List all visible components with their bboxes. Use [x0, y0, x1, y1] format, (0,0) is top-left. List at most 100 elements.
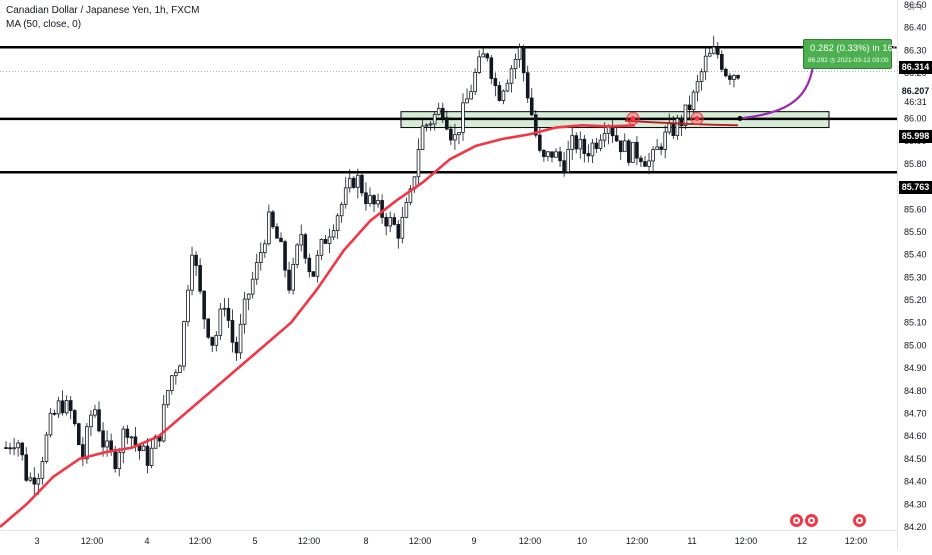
candle-up — [404, 202, 409, 218]
candle-up — [509, 68, 514, 84]
candle-up — [149, 447, 154, 466]
candle-up — [267, 211, 271, 245]
y-tick-label: 84.70 — [904, 409, 927, 419]
candle-up — [178, 365, 182, 373]
candle-down — [32, 477, 37, 485]
candle-down — [586, 153, 591, 157]
candle-down — [303, 234, 308, 259]
candle-up — [93, 409, 97, 416]
candle-up — [602, 133, 607, 141]
candle-up — [408, 188, 413, 203]
indicator-label[interactable]: MA (50, close, 0) — [6, 19, 82, 30]
candle-down — [582, 138, 587, 154]
candle-down — [360, 174, 364, 194]
candle-down — [610, 126, 615, 137]
candle-up — [566, 149, 570, 173]
current-price-value: 86.207 — [901, 86, 930, 96]
candle-down — [489, 57, 494, 79]
candle-up — [165, 390, 170, 406]
candle-up — [732, 74, 736, 80]
candle-up — [222, 307, 227, 310]
ma-projection — [624, 119, 739, 127]
candle-down — [639, 157, 643, 163]
candle-down — [449, 128, 453, 141]
candle-down — [679, 118, 684, 127]
candle-up — [129, 436, 134, 439]
symbol-title[interactable]: Canadian Dollar / Japanese Yen, 1h, FXCM — [6, 5, 200, 16]
candle-down — [352, 177, 356, 188]
candle-up — [89, 414, 93, 428]
x-tick-label: 12:00 — [409, 536, 432, 546]
price-range-measure[interactable]: 0.282 (0.33%) in 16h 86.292 ◷ 2021-03-12… — [803, 39, 898, 69]
candle-down — [380, 200, 384, 218]
x-tick-label: 12:00 — [298, 536, 321, 546]
y-tick-label: 85.80 — [904, 159, 927, 169]
event-flag-icon[interactable] — [790, 514, 803, 527]
measure-target: 86.292 ◷ 2021-03-12 03:00 — [808, 57, 889, 64]
level-price-tag-85-763: 85.763 — [899, 181, 932, 194]
candle-down — [311, 271, 316, 277]
candle-up — [695, 81, 700, 93]
candle-up — [675, 118, 680, 136]
candle-up — [707, 52, 712, 57]
candle-up — [469, 91, 473, 100]
candle-up — [315, 254, 320, 277]
candle-down — [384, 217, 388, 227]
event-flag-icon[interactable] — [805, 514, 818, 527]
candle-down — [445, 117, 449, 130]
candle-down — [287, 269, 291, 291]
y-tick-label: 84.30 — [904, 499, 927, 509]
event-flag-icon[interactable] — [853, 514, 866, 527]
candle-down — [194, 254, 198, 266]
candle-up — [16, 442, 20, 449]
candle-down — [76, 423, 81, 446]
y-tick-label: 84.80 — [904, 386, 927, 396]
candle-up — [299, 234, 304, 246]
candle-down — [574, 135, 579, 150]
candle-down — [4, 447, 8, 449]
candle-up — [388, 217, 392, 227]
y-tick-label: 85.00 — [904, 340, 927, 350]
arrow-start-dot — [737, 115, 743, 121]
candle-down — [271, 211, 275, 228]
x-tick-label: 12:00 — [845, 536, 868, 546]
candle-up — [48, 412, 53, 436]
candle-up — [12, 447, 16, 450]
candle-down — [202, 290, 206, 320]
candle-up — [606, 126, 611, 134]
candle-up — [28, 477, 33, 481]
candle-up — [85, 426, 89, 460]
candle-up — [578, 138, 583, 150]
candle-up — [590, 142, 595, 157]
level-price-tag-86-314: 86.314 — [899, 61, 932, 74]
candle-up — [513, 58, 518, 70]
currency-badge[interactable]: JPY — [907, 2, 924, 12]
candle-up — [501, 90, 506, 101]
candle-down — [529, 97, 534, 116]
candle-down — [145, 445, 150, 466]
candle-down — [60, 400, 65, 414]
candle-up — [554, 151, 558, 158]
candle-up — [416, 149, 421, 178]
candle-down — [52, 412, 57, 415]
candle-down — [720, 54, 724, 70]
candle-up — [105, 440, 109, 448]
candle-down — [562, 160, 566, 173]
candle-down — [627, 140, 631, 163]
candle-down — [279, 237, 283, 243]
candle-down — [133, 436, 138, 446]
chart-legend: Canadian Dollar / Japanese Yen, 1h, FXCM… — [6, 4, 199, 32]
candle-up — [190, 254, 194, 291]
candle-up — [428, 123, 433, 126]
y-tick-label: 85.50 — [904, 227, 927, 237]
candle-up — [424, 124, 429, 127]
candle-up — [517, 47, 522, 60]
candle-down — [97, 409, 101, 432]
candle-up — [121, 428, 126, 453]
candle-up — [258, 252, 263, 263]
candle-up — [36, 478, 41, 485]
candle-up — [186, 289, 190, 323]
y-tick-label: 84.60 — [904, 431, 927, 441]
